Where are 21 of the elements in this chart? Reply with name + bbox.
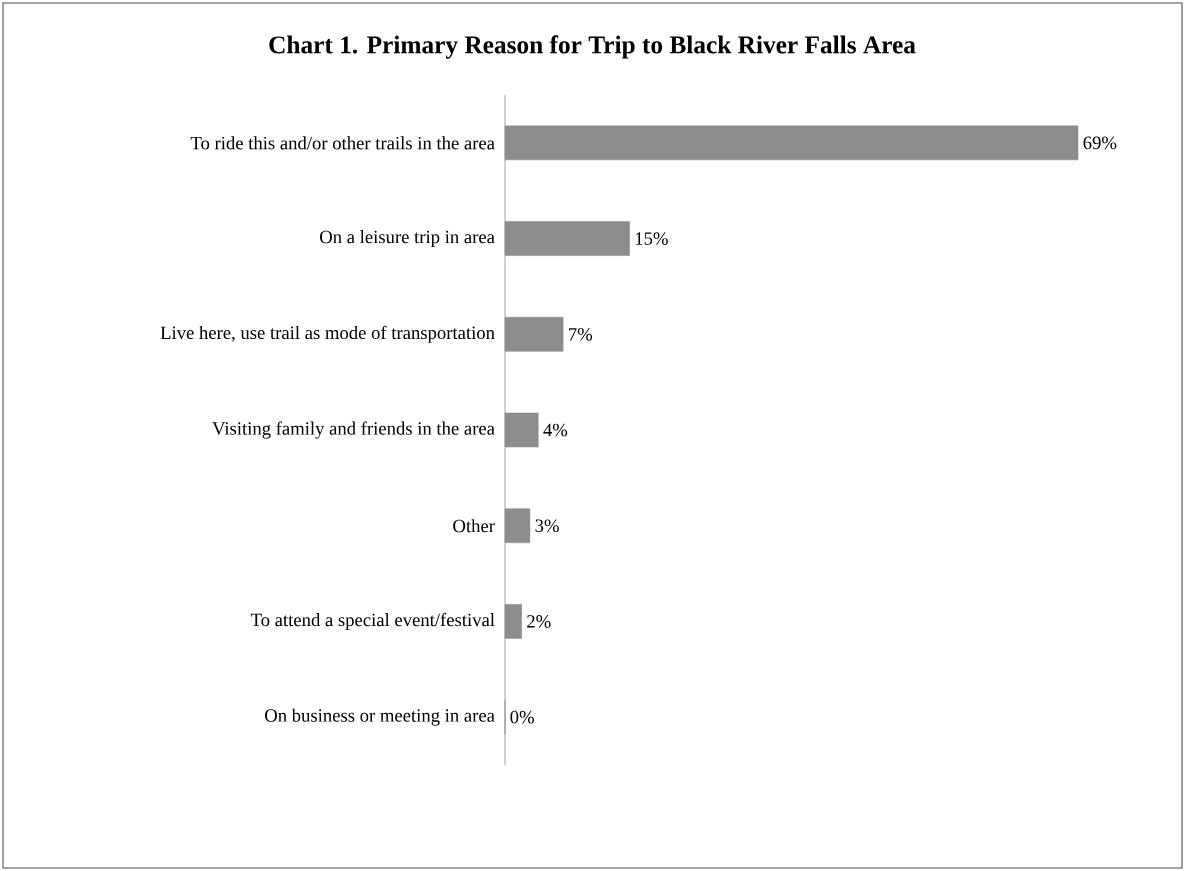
y-tick-label: On a leisure trip in area	[320, 230, 495, 248]
bar	[504, 604, 522, 639]
bar	[504, 412, 539, 448]
data-label: 69%	[1083, 136, 1117, 150]
y-tick-label: Live here, use trail as mode of transportation	[160, 325, 495, 343]
data-label: 0%	[510, 710, 534, 724]
data-label: 4%	[543, 423, 568, 437]
data-label: 7%	[569, 327, 593, 341]
bar	[504, 317, 564, 352]
y-tick-label: Visiting family and friends in the area	[212, 421, 495, 439]
bar	[504, 221, 630, 256]
y-tick-label: To attend a special event/festival	[250, 612, 495, 630]
chart-title: Chart 1. Primary Reason for Trip to Black River Falls Area	[269, 35, 916, 59]
bar	[504, 508, 531, 543]
bar	[504, 125, 1079, 161]
y-tick-label: Other	[453, 519, 495, 533]
data-label: 2%	[527, 615, 551, 628]
data-label: 3%	[535, 519, 559, 533]
y-tick-label: On business or meeting in area	[265, 708, 495, 726]
y-tick-label: To ride this and/or other trails in the area	[190, 136, 495, 150]
data-label: 15%	[635, 232, 668, 245]
